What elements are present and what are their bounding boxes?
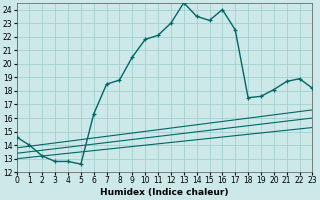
- X-axis label: Humidex (Indice chaleur): Humidex (Indice chaleur): [100, 188, 229, 197]
